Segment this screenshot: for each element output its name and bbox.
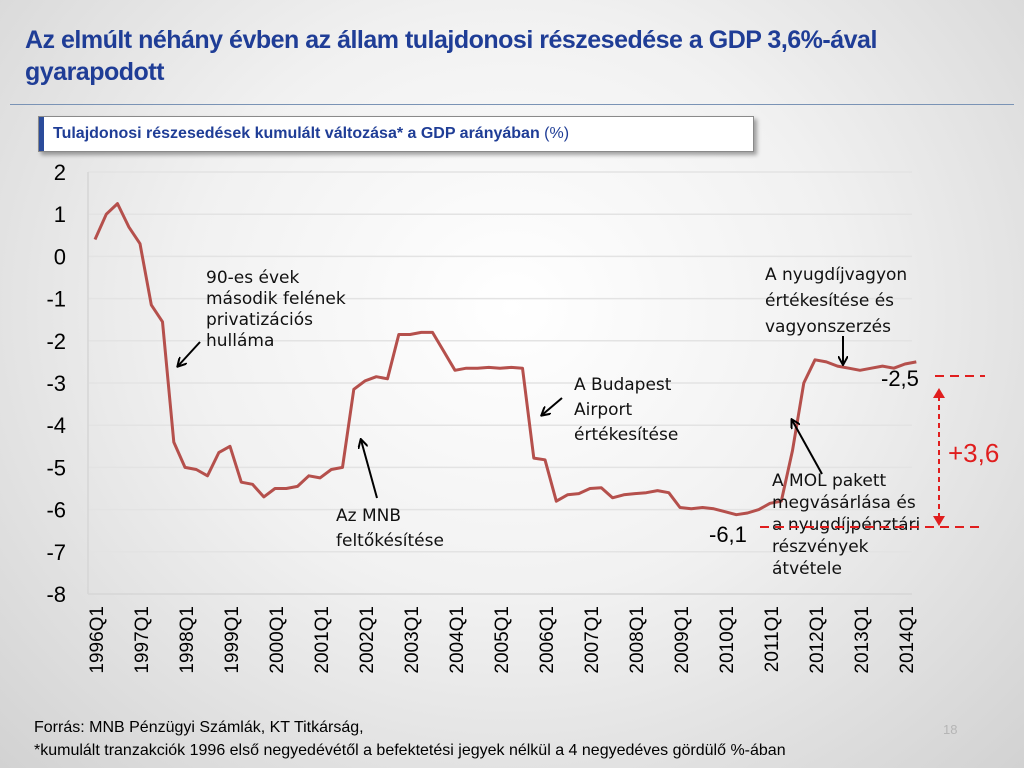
title-divider xyxy=(10,104,1014,105)
footer-source: Forrás: MNB Pénzügyi Számlák, KT Titkárs… xyxy=(34,719,364,736)
value-label-low: -6,1 xyxy=(709,522,747,547)
x-tick-label: 1999Q1 xyxy=(222,606,243,674)
axes xyxy=(87,172,912,595)
y-tick-labels: 2 1 0 -1 -2 -3 -4 -5 -6 -7 -8 xyxy=(46,160,66,607)
annotation-mol-line: részvények xyxy=(772,537,869,557)
x-tick-label: 2008Q1 xyxy=(627,606,648,674)
arrow-privat xyxy=(178,341,201,366)
annotation-airport-line: értékesítése xyxy=(574,425,678,445)
footer: Forrás: MNB Pénzügyi Számlák, KT Titkárs… xyxy=(34,716,786,762)
y-tick-label: 0 xyxy=(54,244,66,269)
arrow-mnb xyxy=(361,440,378,499)
x-tick-label: 2014Q1 xyxy=(897,606,918,674)
chart-title-main: Tulajdonosi részesedések kumulált változ… xyxy=(53,125,540,142)
annotation-mol-line: átvétele xyxy=(772,559,842,579)
y-tick-label: 2 xyxy=(54,160,66,185)
annotation-privat-line: hulláma xyxy=(206,331,274,351)
y-tick-label: -6 xyxy=(46,498,66,523)
x-tick-label: 2009Q1 xyxy=(672,606,693,674)
x-tick-label: 1997Q1 xyxy=(132,606,153,674)
page-number: 18 xyxy=(943,722,958,737)
x-tick-label: 2013Q1 xyxy=(852,606,873,674)
chart-title-accent xyxy=(39,117,44,151)
footer-note: *kumulált tranzakciók 1996 első negyedév… xyxy=(34,742,786,759)
annotation-privat-line: második felének xyxy=(206,289,346,309)
arrow-airport xyxy=(542,397,563,415)
annotation-mnb-line: feltőkésítése xyxy=(336,531,444,551)
y-tick-label: -3 xyxy=(46,371,66,396)
y-tick-label: -4 xyxy=(46,413,66,438)
x-tick-label: 2003Q1 xyxy=(402,606,423,674)
x-tick-label: 2002Q1 xyxy=(357,606,378,674)
x-tick-label: 1998Q1 xyxy=(177,606,198,674)
chart-title: Tulajdonosi részesedések kumulált változ… xyxy=(53,125,569,143)
chart-title-unit: (%) xyxy=(544,125,570,142)
value-label-delta: +3,6 xyxy=(948,438,999,468)
annotation-pension-line: vagyonszerzés xyxy=(765,317,891,337)
annotation-pension-line: értékesítése és xyxy=(765,291,894,311)
y-tick-label: 1 xyxy=(54,202,66,227)
y-tick-label: -1 xyxy=(46,287,66,312)
y-tick-label: -2 xyxy=(46,329,66,354)
x-tick-label: 1996Q1 xyxy=(87,606,108,674)
y-tick-label: -5 xyxy=(46,455,66,480)
annotation-pension-line: A nyugdíjvagyon xyxy=(765,265,907,285)
chart-title-box: Tulajdonosi részesedések kumulált változ… xyxy=(38,116,754,152)
y-tick-label: -7 xyxy=(46,540,66,565)
x-tick-label: 2010Q1 xyxy=(717,606,738,674)
x-tick-label: 2001Q1 xyxy=(312,606,333,674)
annotation-airport-line: Airport xyxy=(574,400,633,420)
x-tick-label: 2007Q1 xyxy=(582,606,603,674)
x-tick-label: 2005Q1 xyxy=(492,606,513,674)
page-title: Az elmúlt néhány évben az állam tulajdon… xyxy=(25,26,877,86)
arrow-mol xyxy=(792,420,823,475)
x-tick-label: 2006Q1 xyxy=(537,606,558,674)
x-tick-labels: 1996Q1 1997Q1 1998Q1 1999Q1 2000Q1 2001Q1 2002… xyxy=(87,606,918,674)
value-label-end: -2,5 xyxy=(881,366,919,391)
annotation-airport-line: A Budapest xyxy=(574,375,672,395)
y-tick-label: -8 xyxy=(46,582,66,607)
x-tick-label: 2000Q1 xyxy=(267,606,288,674)
annotation-mol-line: A MOL pakett xyxy=(772,471,887,491)
annotation-mnb-line: Az MNB xyxy=(336,506,401,526)
delta-arrow-up xyxy=(933,388,945,398)
x-tick-label: 2004Q1 xyxy=(447,606,468,674)
annotation-privat-line: privatizációs xyxy=(206,310,313,330)
x-tick-label: 2012Q1 xyxy=(807,606,828,674)
annotation-mol-line: megvásárlása és xyxy=(772,493,916,513)
delta-arrow-down xyxy=(933,516,945,526)
series-line-group xyxy=(93,202,917,517)
series-line xyxy=(93,202,917,517)
x-tick-label: 2011Q1 xyxy=(762,606,783,672)
annotation-mol-line: a nyugdíjpénztári xyxy=(772,515,920,535)
annotation-privat-line: 90-es évek xyxy=(206,268,299,288)
